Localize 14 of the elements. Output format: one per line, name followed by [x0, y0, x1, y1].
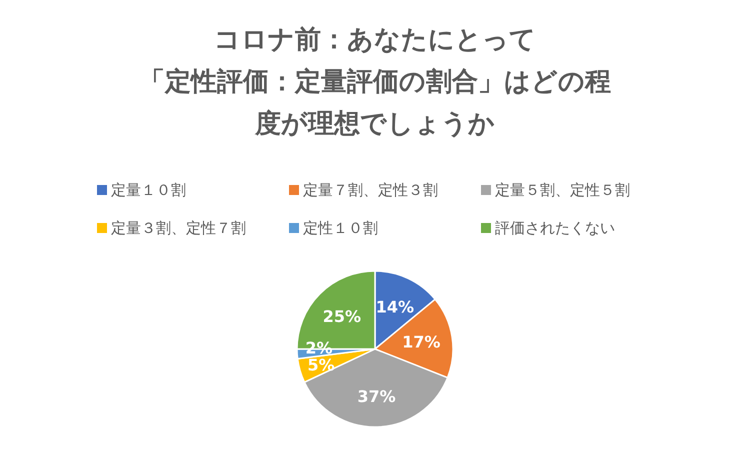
- legend-label: 定性１０割: [303, 219, 378, 237]
- legend-item: 定量１０割: [97, 181, 186, 199]
- data-label: 14%: [376, 298, 414, 317]
- legend-item: 定量７割、定性３割: [289, 181, 438, 199]
- data-label: 17%: [402, 332, 440, 352]
- legend-item: 定量５割、定性５割: [481, 181, 630, 199]
- title: コロナ前：あなたにとって「定性評価：定量評価の割合」はどの程度が理想でしょうか: [139, 25, 611, 139]
- data-label: 25%: [322, 306, 362, 326]
- legend-item: 評価されたくない: [481, 219, 615, 237]
- legend-item: 定量３割、定性７割: [97, 219, 246, 237]
- data-label: 5%: [307, 356, 335, 375]
- legend-label: 定量１０割: [111, 181, 186, 199]
- data-label: 37%: [357, 386, 396, 406]
- legend-item: 定性１０割: [289, 219, 378, 237]
